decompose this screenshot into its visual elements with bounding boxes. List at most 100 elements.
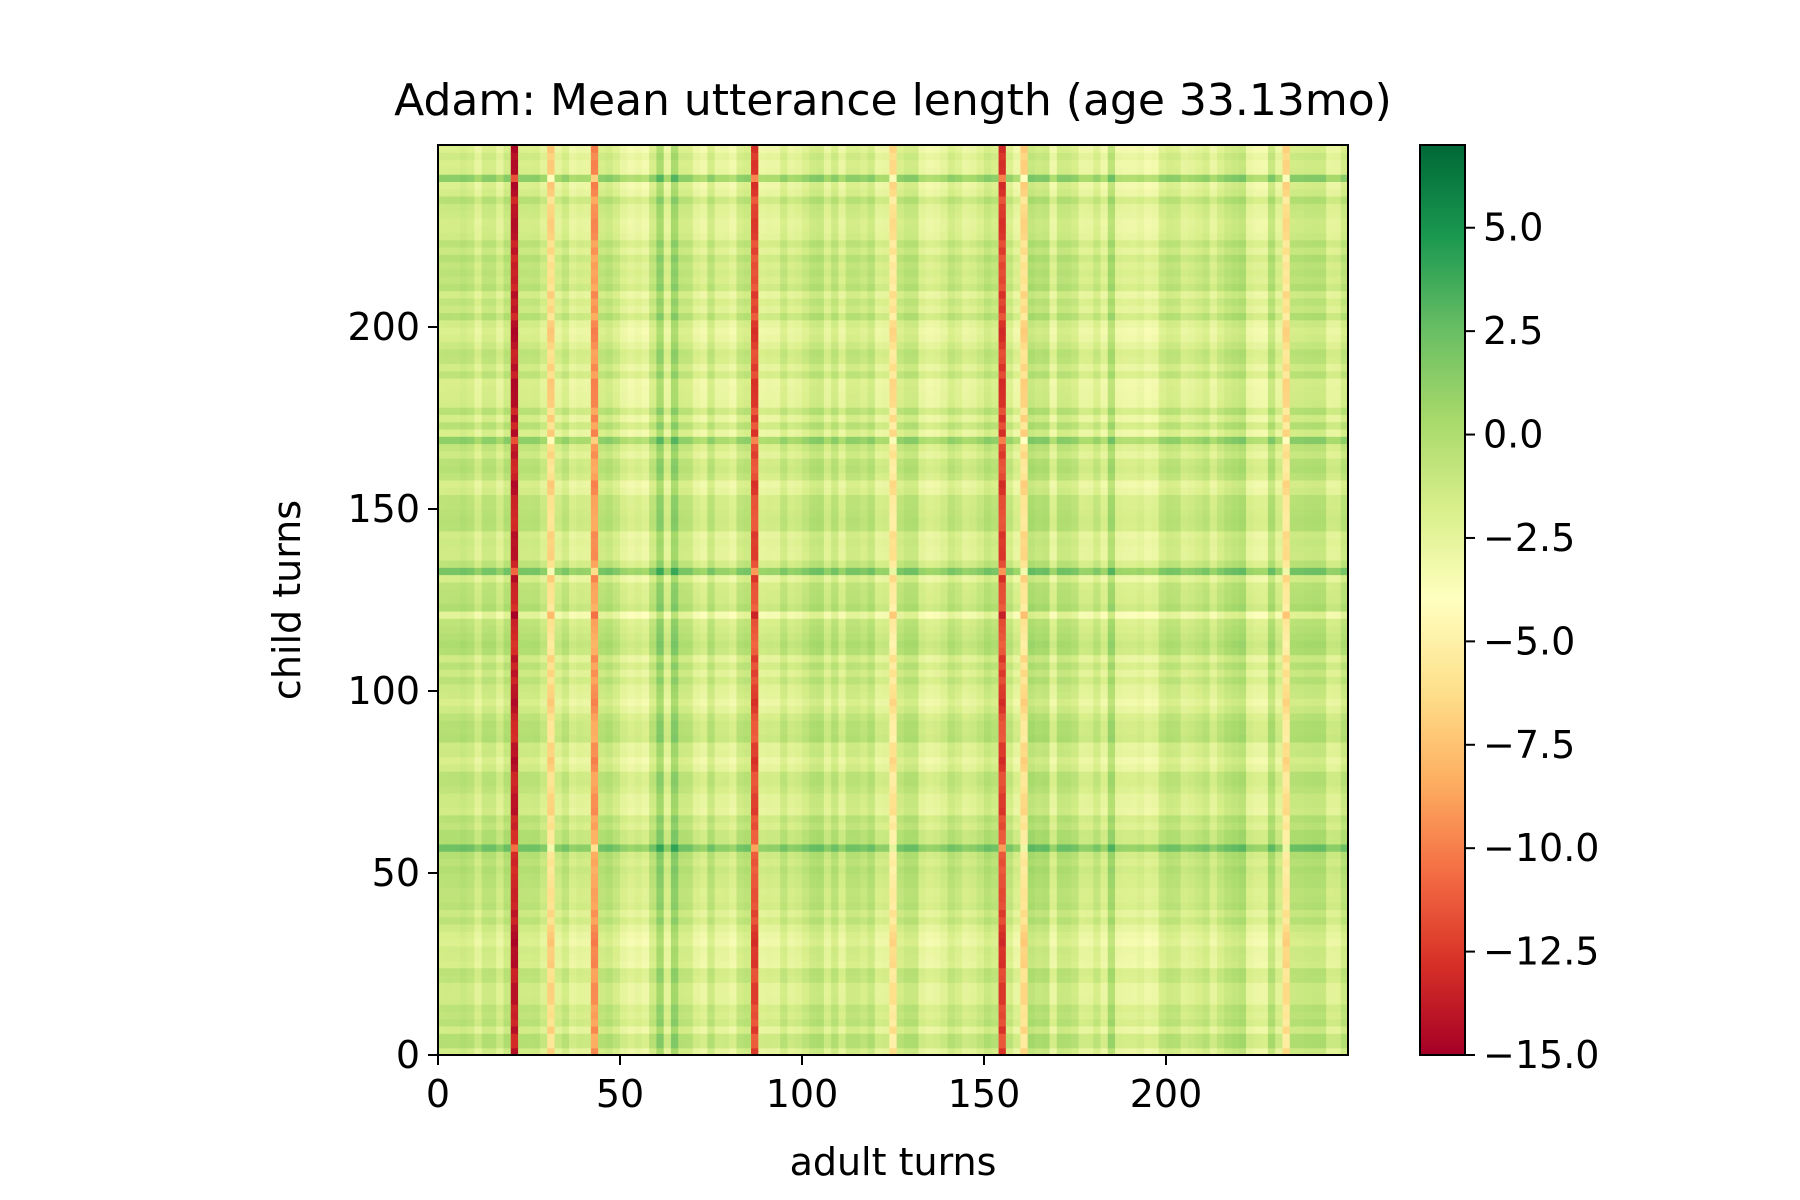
heatmap-cell: [1289, 880, 1298, 889]
heatmap-cell: [539, 887, 548, 896]
heatmap-cell: [503, 931, 512, 940]
heatmap-cell: [787, 778, 796, 787]
heatmap-cell: [532, 982, 541, 991]
heatmap-cell: [525, 836, 534, 845]
heatmap-cell: [1136, 996, 1145, 1005]
heatmap-cell: [1151, 1018, 1160, 1027]
heatmap-cell: [765, 778, 774, 787]
heatmap-cell: [1216, 989, 1225, 998]
heatmap-cell: [1093, 909, 1102, 918]
heatmap-cell: [947, 880, 956, 889]
heatmap-cell: [1115, 880, 1123, 889]
heatmap-cell: [590, 982, 599, 991]
heatmap-cell: [496, 909, 505, 918]
heatmap-cell: [1275, 778, 1284, 787]
heatmap-cell: [518, 785, 526, 794]
heatmap-cell: [1267, 982, 1276, 991]
heatmap-cell: [496, 778, 505, 787]
heatmap-cell: [954, 1011, 963, 1020]
heatmap-cell: [1151, 938, 1160, 947]
heatmap-cell: [612, 923, 621, 932]
heatmap-cell: [947, 792, 956, 801]
heatmap-cell: [707, 953, 716, 961]
heatmap-cell: [1311, 858, 1320, 867]
heatmap-cell: [1071, 1047, 1080, 1055]
heatmap-cell: [1311, 851, 1320, 860]
heatmap-cell: [576, 923, 585, 932]
heatmap-cell: [620, 800, 628, 809]
heatmap-cell: [1056, 909, 1065, 918]
heatmap-cell: [670, 865, 679, 874]
heatmap-cell: [1246, 953, 1254, 961]
heatmap-cell: [612, 996, 621, 1005]
heatmap-cell: [438, 931, 446, 940]
heatmap-cell: [780, 996, 789, 1005]
heatmap-cell: [503, 953, 512, 961]
heatmap-cell: [802, 880, 810, 889]
heatmap-cell: [1166, 807, 1174, 816]
heatmap-cell: [852, 771, 861, 779]
heatmap-cell: [612, 807, 621, 816]
heatmap-cell: [743, 807, 752, 816]
heatmap-cell: [1260, 960, 1269, 969]
heatmap-cell: [1093, 858, 1102, 867]
heatmap-cell: [605, 989, 614, 998]
heatmap-cell: [896, 807, 905, 816]
heatmap-cell: [940, 814, 949, 823]
heatmap-cell: [852, 1033, 861, 1042]
heatmap-cell: [1064, 960, 1072, 969]
heatmap-cell: [627, 814, 636, 823]
heatmap-cell: [692, 836, 701, 845]
heatmap-cell: [547, 960, 556, 969]
heatmap-cell: [525, 1018, 534, 1027]
heatmap-cell: [576, 931, 585, 940]
heatmap-cell: [889, 763, 898, 772]
heatmap-cell: [605, 792, 614, 801]
heatmap-cell: [743, 1025, 752, 1034]
heatmap-cell: [1173, 873, 1182, 881]
heatmap-cell: [1093, 865, 1102, 874]
heatmap-cell: [736, 1025, 745, 1034]
heatmap-cell: [1078, 778, 1087, 787]
heatmap-cell: [496, 931, 505, 940]
heatmap-cell: [685, 938, 694, 947]
heatmap-cell: [933, 938, 941, 947]
heatmap-cell: [816, 982, 825, 991]
heatmap-cell: [889, 1047, 898, 1055]
heatmap-cell: [1005, 807, 1014, 816]
heatmap-cell: [1253, 960, 1262, 969]
heatmap-cell: [882, 996, 890, 1005]
heatmap-cell: [569, 800, 577, 809]
heatmap-cell: [918, 807, 927, 816]
heatmap-cell: [903, 1011, 912, 1020]
heatmap-cell: [1209, 778, 1218, 787]
heatmap-cell: [962, 887, 971, 896]
heatmap-cell: [459, 1047, 468, 1055]
heatmap-cell: [1224, 851, 1233, 860]
heatmap-cell: [1027, 1025, 1036, 1034]
heatmap-cell: [1151, 989, 1160, 998]
heatmap-cell: [751, 836, 759, 845]
heatmap-cell: [488, 945, 497, 954]
heatmap-cell: [852, 800, 861, 809]
heatmap-cell: [561, 843, 570, 852]
heatmap-cell: [1122, 974, 1131, 983]
heatmap-cell: [1231, 989, 1240, 998]
heatmap-cell: [525, 967, 534, 976]
heatmap-cell: [802, 960, 810, 969]
heatmap-cell: [802, 1033, 810, 1042]
heatmap-cell: [1144, 763, 1153, 772]
heatmap-cell: [1027, 902, 1036, 910]
heatmap-cell: [1158, 1040, 1167, 1049]
heatmap-cell: [1093, 1025, 1102, 1034]
heatmap-cell: [954, 800, 963, 809]
heatmap-cell: [1136, 1011, 1145, 1020]
heatmap-cell: [903, 887, 912, 896]
heatmap-cell: [1260, 771, 1269, 779]
heatmap-cell: [925, 953, 934, 961]
heatmap-cell: [1246, 843, 1254, 852]
heatmap-cell: [845, 829, 854, 838]
heatmap-cell: [445, 829, 454, 838]
heatmap-cell: [1340, 996, 1348, 1005]
heatmap-cell: [1231, 785, 1240, 794]
